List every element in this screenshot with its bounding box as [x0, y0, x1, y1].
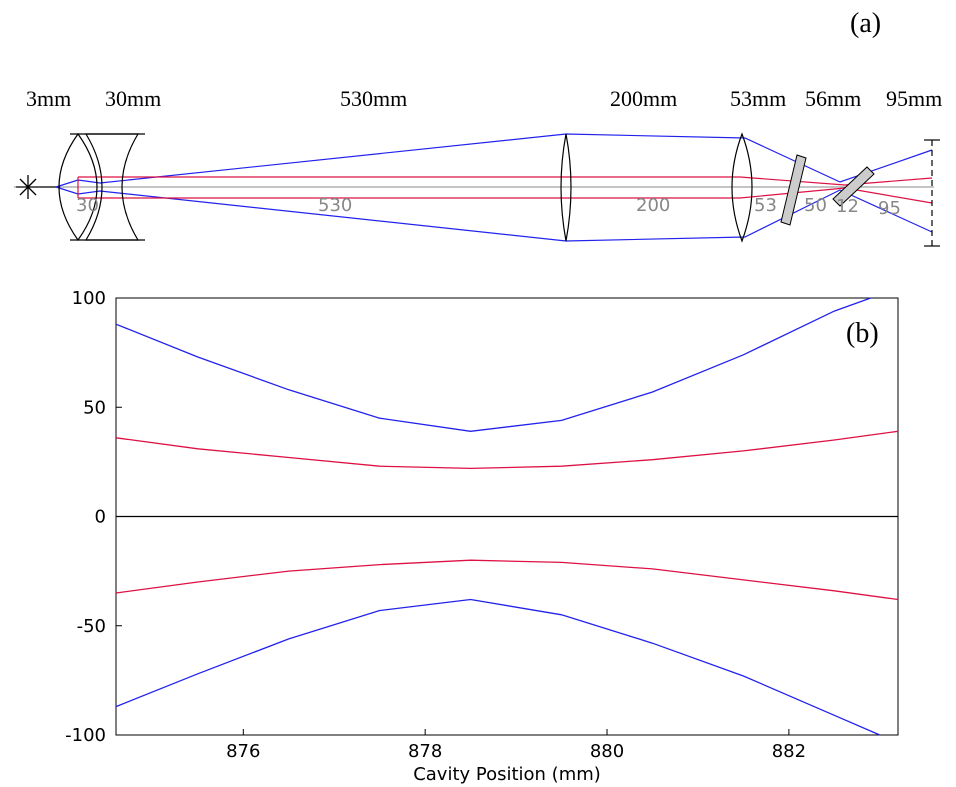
end-mirror [924, 139, 940, 247]
x-tick-label: 882 [772, 741, 806, 762]
x-tick-label: 880 [590, 741, 624, 762]
cavity-schematic: (a) 3mm 30mm 530mm 200mm 53mm 56mm 95mm [14, 8, 942, 247]
y-tick-label: -100 [65, 725, 106, 746]
x-ticks: 876 878 880 882 [226, 729, 806, 762]
x-tick-label: 878 [408, 741, 442, 762]
input-lens-pair [58, 132, 145, 242]
tilted-mirror-1 [780, 154, 807, 226]
element-labels: 3mm 30mm 530mm 200mm 53mm 56mm 95mm [26, 86, 942, 111]
source-star-icon [16, 175, 60, 199]
spacing-50: 50 [804, 195, 827, 216]
y-tick-label: 100 [72, 288, 106, 309]
panel-a-label: (a) [850, 8, 881, 39]
spacing-53: 53 [754, 195, 777, 216]
series-red-upper [115, 430, 899, 470]
panel-b-label: (b) [846, 318, 879, 349]
label-200mm: 200mm [610, 86, 677, 111]
beam-profile-chart: 876 878 880 882 100 50 0 -50 -100 (b) Cavity Po… [65, 288, 899, 785]
series-red-lower [115, 559, 899, 601]
label-530mm: 530mm [340, 86, 407, 111]
label-95mm: 95mm [886, 86, 942, 111]
spacing-200: 200 [636, 195, 670, 216]
spacing-12: 12 [836, 196, 859, 217]
spacing-30: 30 [76, 195, 99, 216]
spacing-labels: 30 530 200 53 50 12 95 [76, 195, 901, 219]
tilted-crystal [832, 166, 875, 207]
x-tick-label: 876 [226, 741, 260, 762]
y-tick-label: -50 [77, 616, 106, 637]
y-ticks: 100 50 0 -50 -100 [65, 288, 122, 746]
label-3mm: 3mm [26, 86, 71, 111]
spacing-530: 530 [318, 195, 352, 216]
inner-beam [77, 176, 933, 204]
series-blue-upper [115, 297, 871, 432]
label-53mm: 53mm [730, 86, 786, 111]
y-tick-label: 50 [83, 397, 106, 418]
lens-200mm [731, 132, 753, 243]
label-56mm: 56mm [805, 86, 861, 111]
label-30mm: 30mm [105, 86, 161, 111]
spacing-95: 95 [878, 198, 901, 219]
series-layer [115, 297, 899, 736]
y-tick-label: 0 [95, 507, 106, 528]
lens-530mm [560, 133, 572, 242]
series-blue-lower [115, 598, 881, 736]
x-axis-label: Cavity Position (mm) [413, 764, 601, 785]
